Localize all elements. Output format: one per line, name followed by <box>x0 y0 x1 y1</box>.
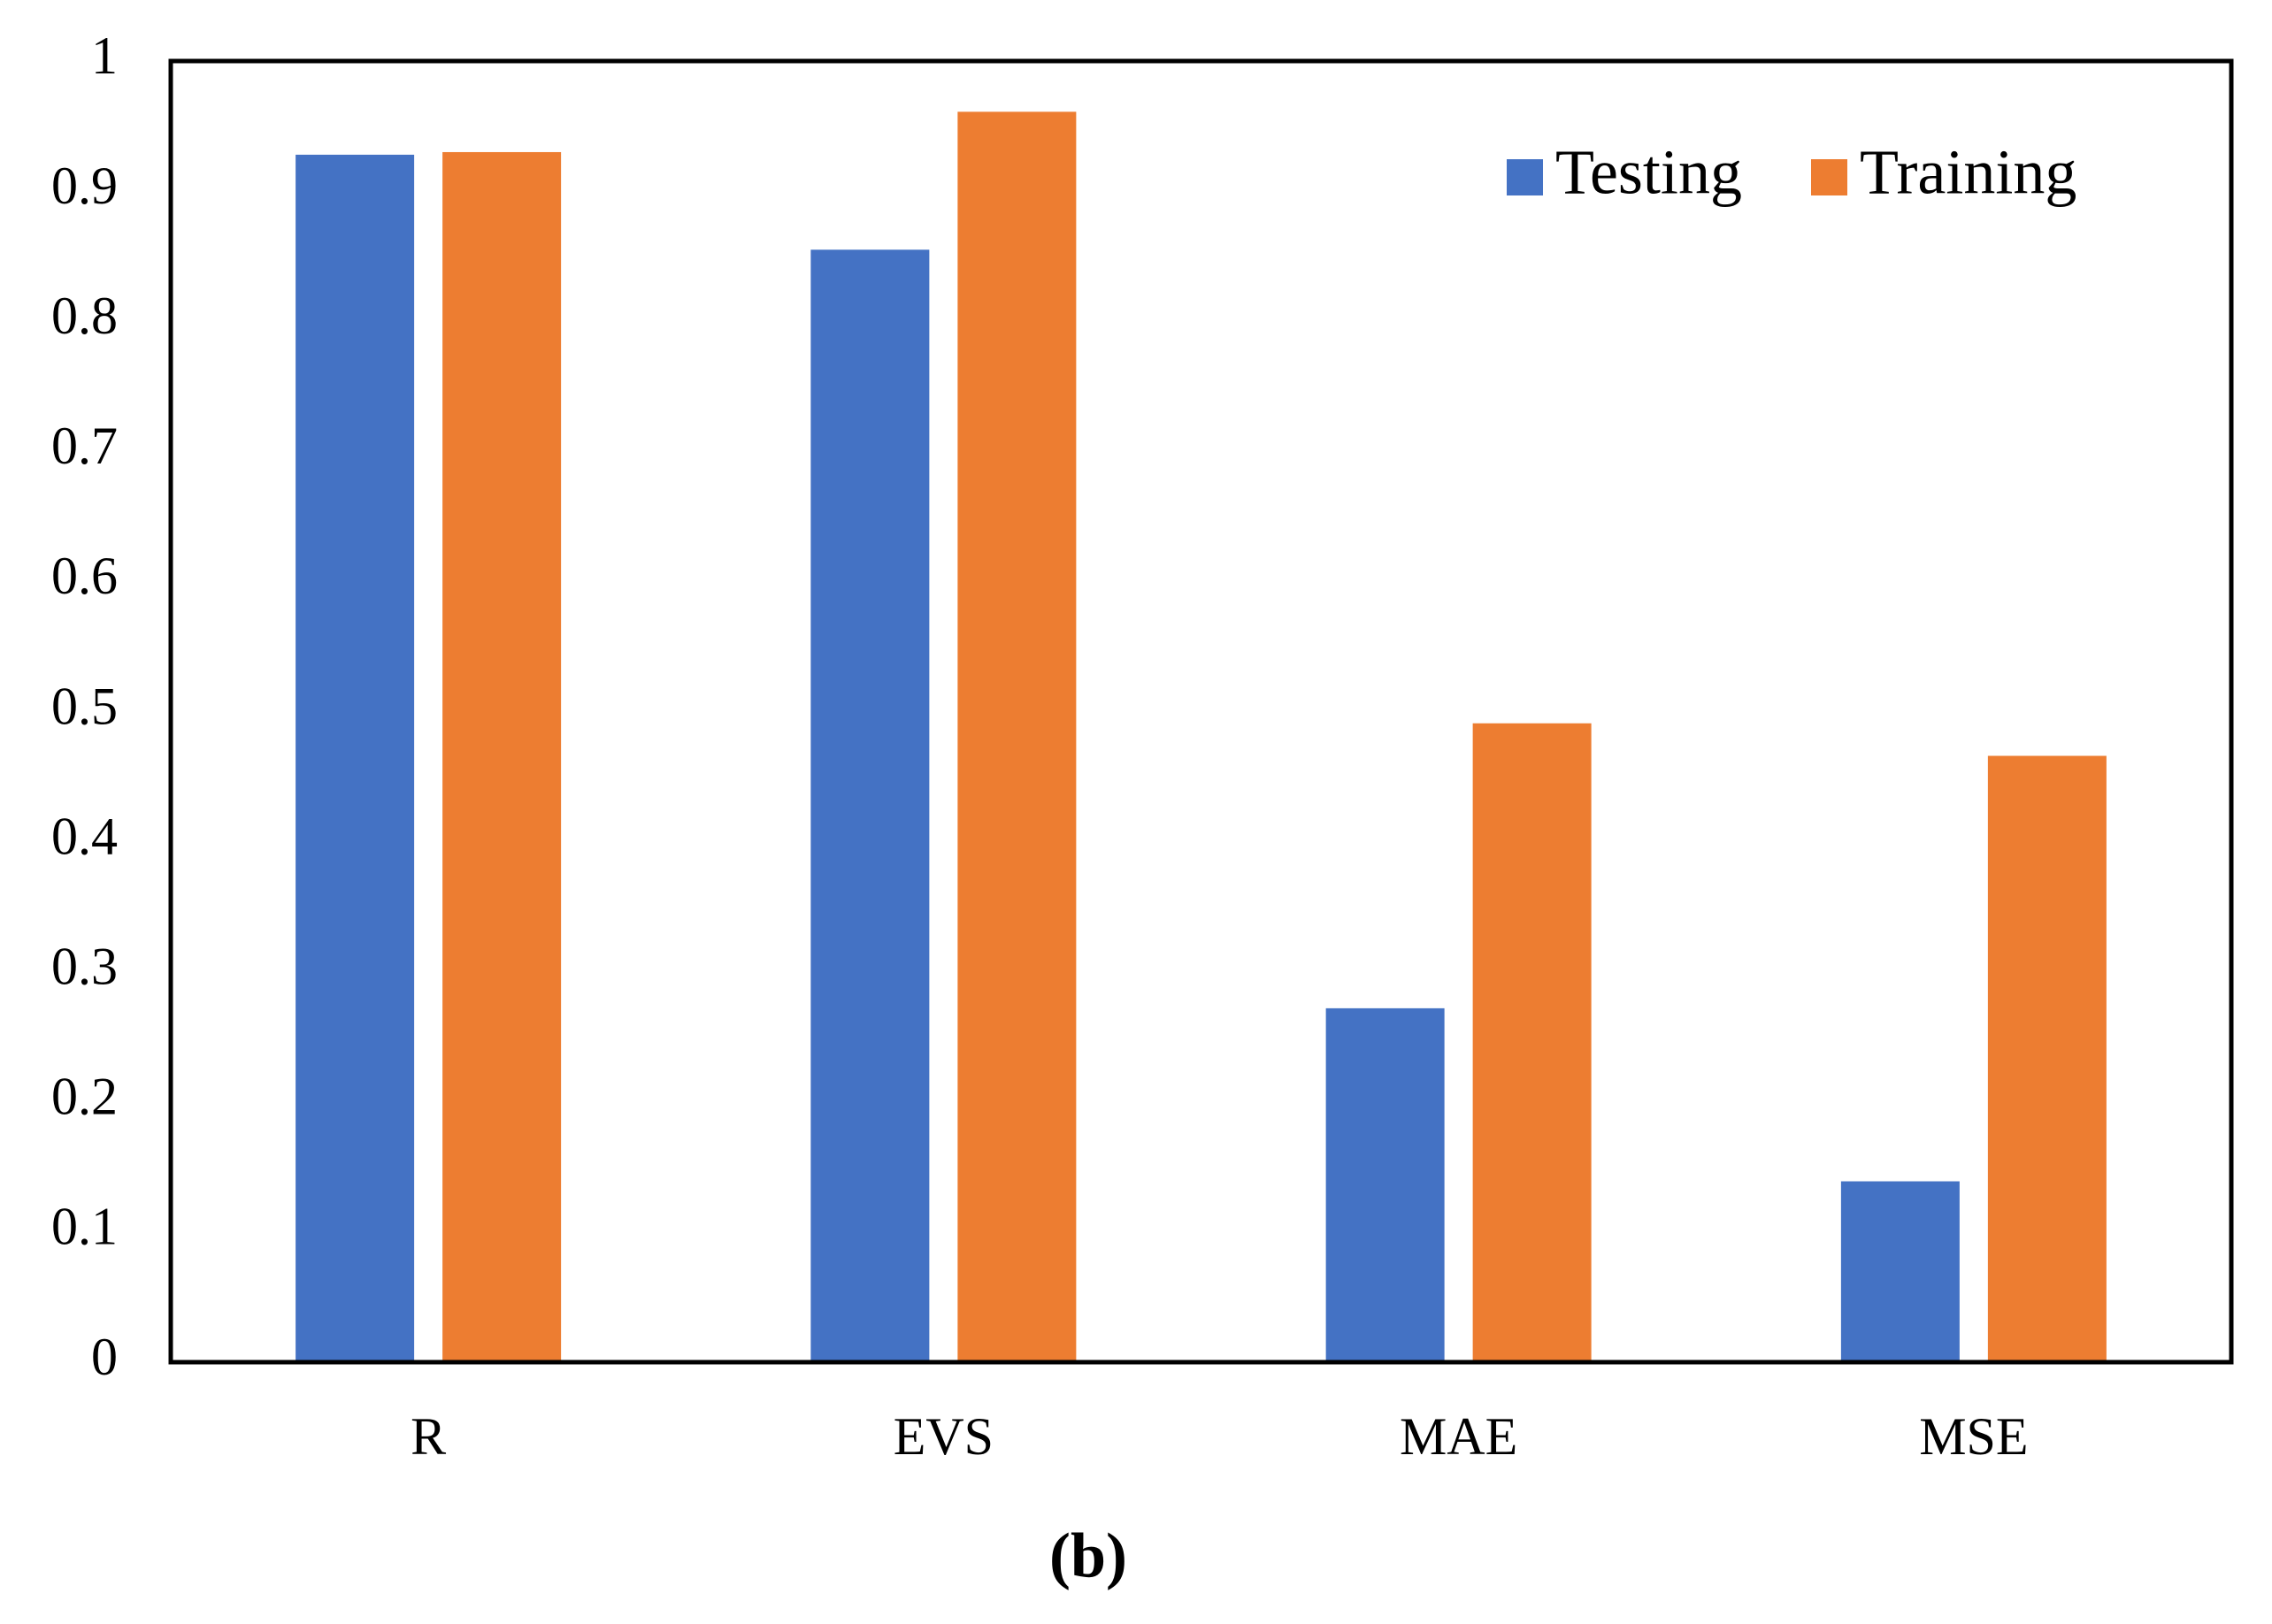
y-tick-label: 0.9 <box>51 157 118 215</box>
bar <box>1987 755 2107 1362</box>
x-tick-label: EVS <box>894 1407 994 1466</box>
legend-swatch <box>1811 159 1847 195</box>
legend-label: Training <box>1860 137 2076 208</box>
y-tick-label: 1 <box>91 27 118 85</box>
y-tick-label: 0 <box>91 1328 118 1386</box>
bar <box>1325 1007 1445 1362</box>
y-tick-label: 0.4 <box>51 807 118 865</box>
legend-swatch <box>1507 159 1543 195</box>
x-tick-label: MAE <box>1400 1407 1517 1466</box>
y-tick-label: 0.8 <box>51 287 118 345</box>
bar <box>442 151 562 1363</box>
plot-frame <box>168 58 2234 1365</box>
caption: (b) <box>1049 1521 1127 1591</box>
y-tick-label: 0.3 <box>51 937 118 995</box>
y-tick-label: 0.2 <box>51 1068 118 1126</box>
x-tick-label: R <box>411 1407 446 1466</box>
bar <box>1840 1181 1960 1362</box>
x-tick-label: MSE <box>1919 1407 2028 1466</box>
y-tick-label: 0.6 <box>51 547 118 605</box>
legend-label: Testing <box>1555 137 1742 208</box>
y-tick-label: 0.1 <box>51 1198 118 1256</box>
y-tick-label: 0.5 <box>51 677 118 735</box>
bar <box>1472 723 1592 1362</box>
bar <box>296 154 415 1363</box>
bar <box>957 111 1077 1362</box>
y-tick-label: 0.7 <box>51 417 118 475</box>
bar <box>810 249 930 1362</box>
